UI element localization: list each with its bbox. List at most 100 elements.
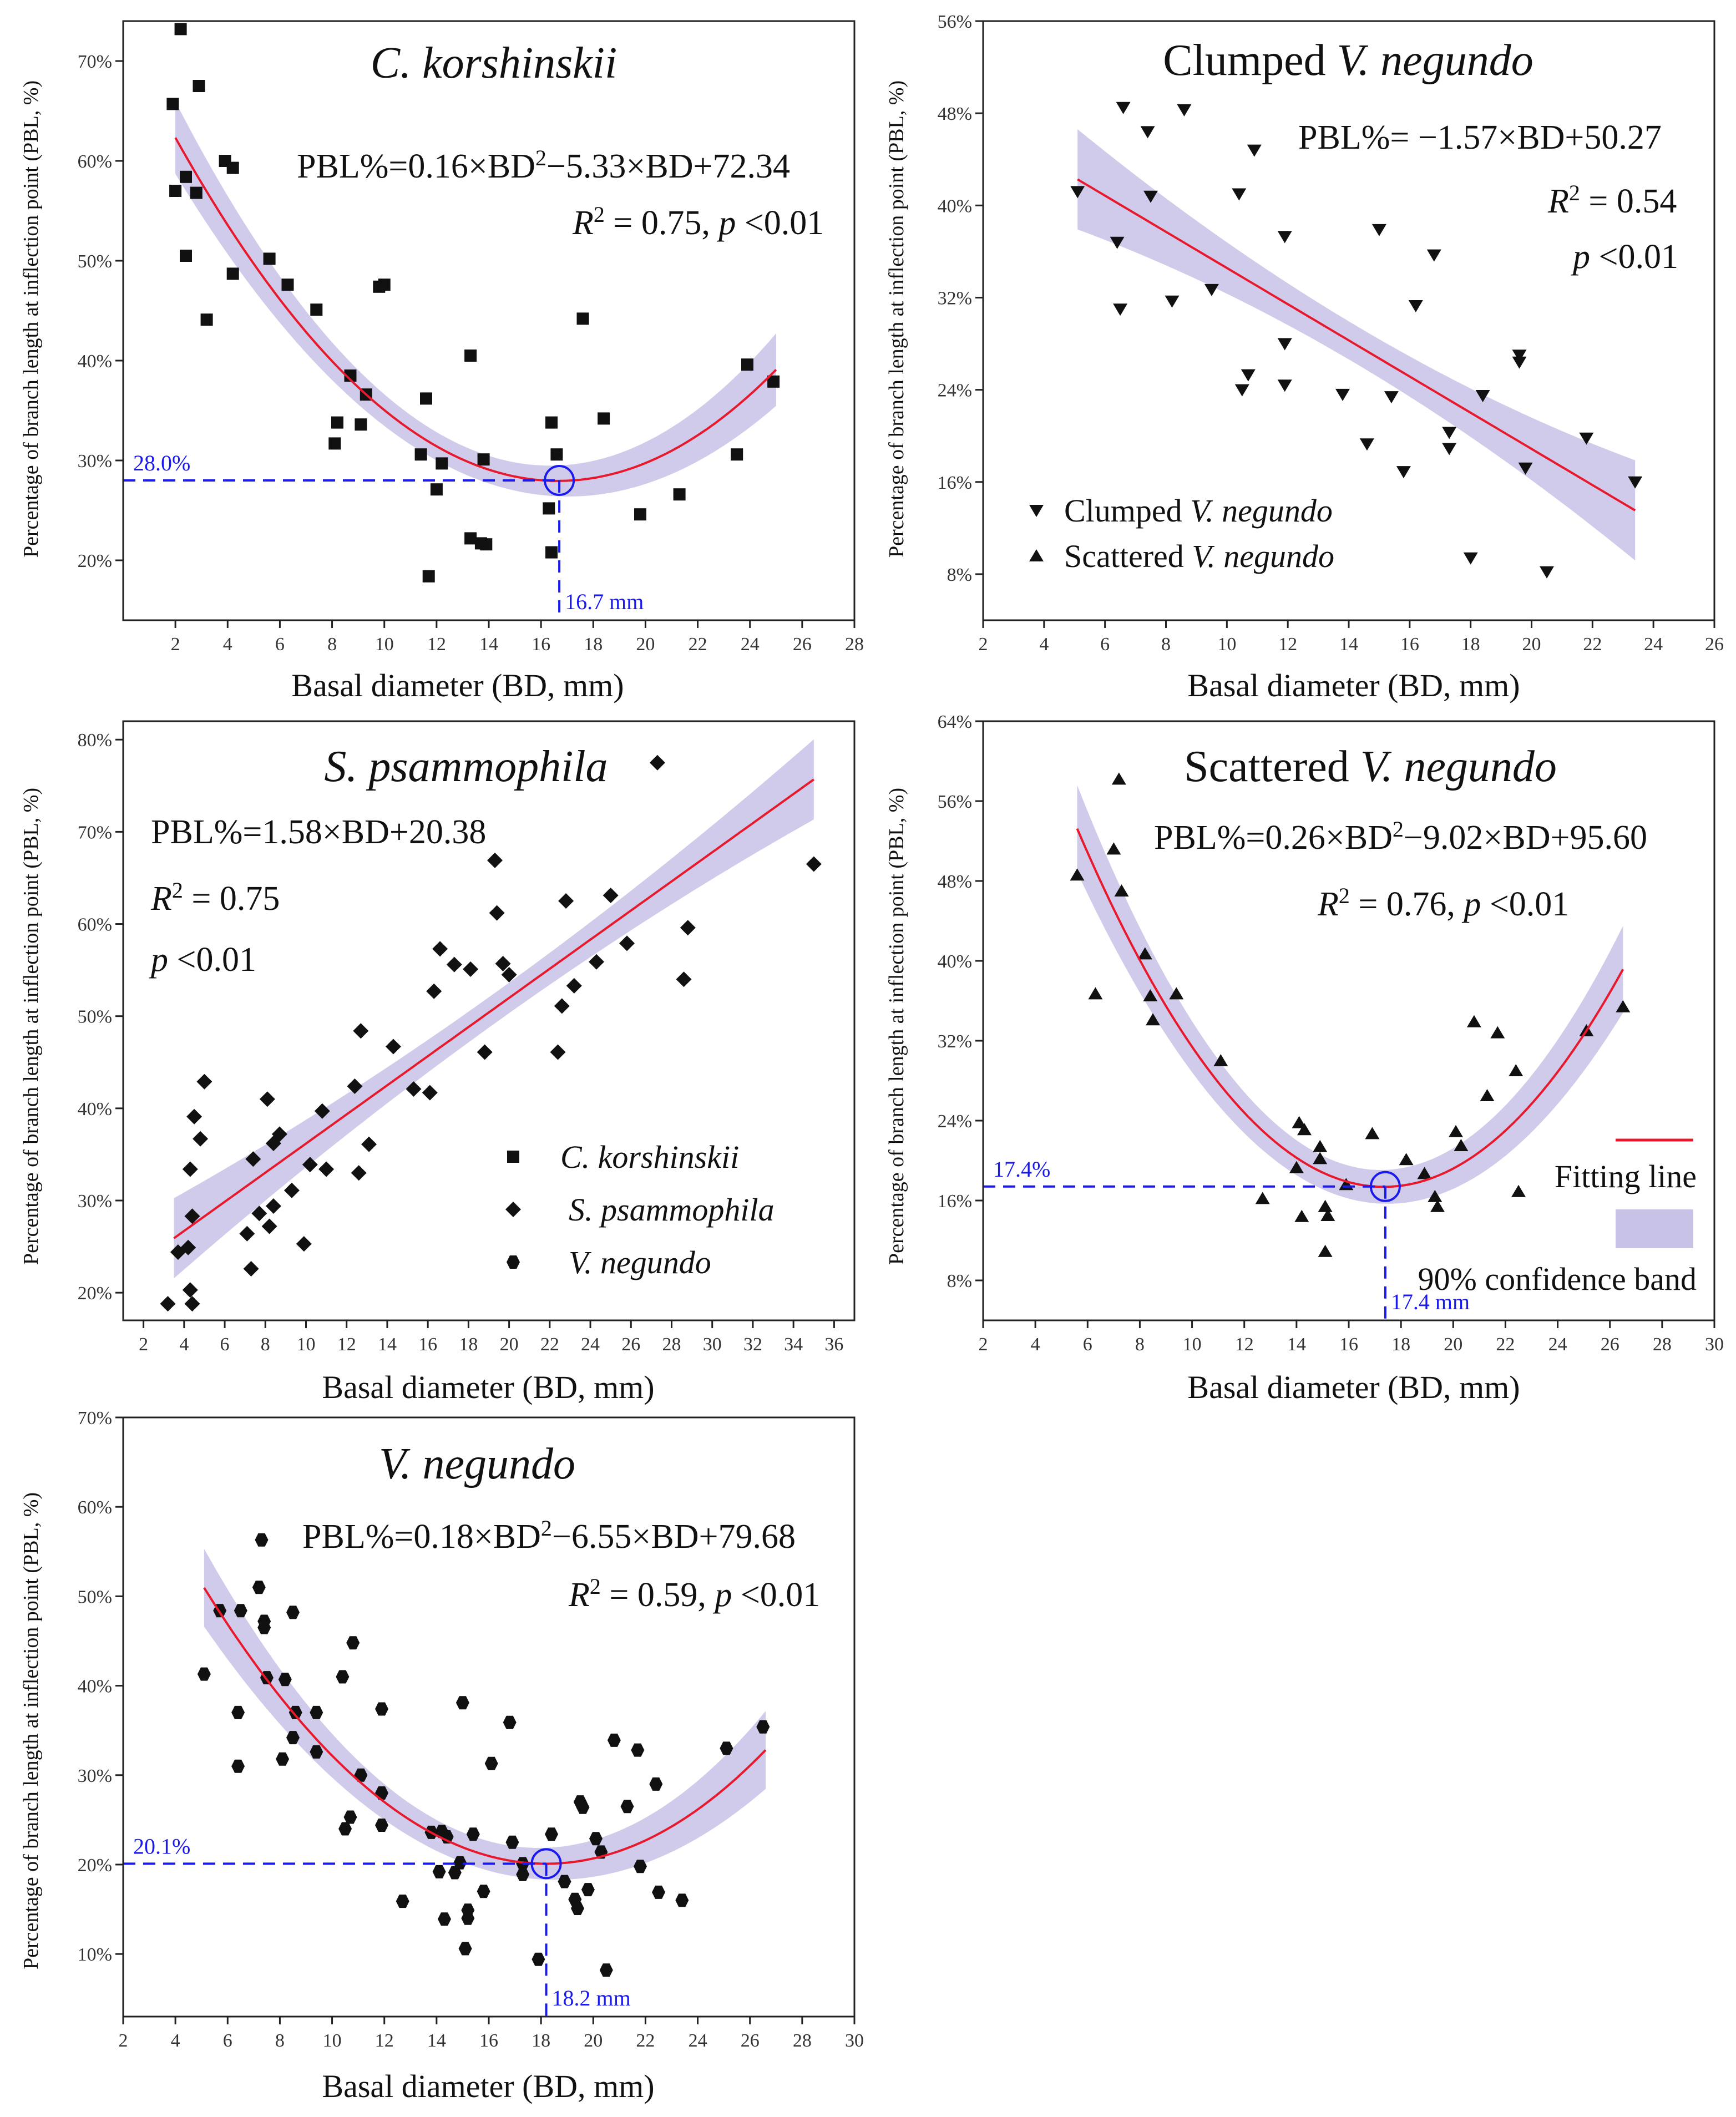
- x-tick-label: 6: [220, 1334, 230, 1355]
- data-point: [318, 1161, 335, 1177]
- x-tick-label: 28: [793, 2030, 812, 2051]
- data-point: [1408, 300, 1423, 312]
- x-axis-label: Basal diameter (BD, mm): [1187, 1369, 1520, 1405]
- y-tick-label: 56%: [938, 792, 972, 812]
- y-tick-label: 80%: [78, 730, 112, 751]
- data-point: [1384, 391, 1399, 404]
- data-point: [426, 983, 442, 999]
- x-tick-label: 14: [479, 634, 498, 655]
- x-tick-label: 10: [1217, 634, 1236, 655]
- x-tick-label: 16: [479, 2030, 498, 2051]
- data-point: [446, 956, 462, 973]
- plot-frame: [122, 720, 856, 1321]
- data-point: [1277, 338, 1292, 351]
- x-tick-label: 26: [621, 1334, 640, 1355]
- data-point: [1232, 188, 1247, 201]
- data-point: [231, 1705, 245, 1719]
- data-point: [193, 1131, 209, 1147]
- guide-y-label: 17.4%: [993, 1157, 1050, 1182]
- x-tick-label: 10: [323, 2030, 342, 2051]
- data-point: [545, 1827, 558, 1841]
- data-point: [1359, 438, 1374, 451]
- data-point: [599, 1963, 613, 1977]
- y-tick-label: 30%: [78, 1191, 112, 1212]
- data-point: [554, 998, 570, 1014]
- data-point: [1088, 987, 1103, 1000]
- data-point: [1255, 1192, 1270, 1204]
- data-point: [265, 1198, 281, 1214]
- data-point: [1371, 224, 1386, 236]
- data-point: [193, 80, 205, 92]
- x-tick-label: 10: [1183, 1334, 1202, 1355]
- legend-marker-scattered: [1029, 549, 1044, 561]
- y-axis-label: Percentage of branch length at inflectio…: [19, 80, 43, 558]
- x-tick-label: 8: [327, 634, 337, 655]
- y-tick-label: 40%: [78, 351, 112, 372]
- x-tick-label: 30: [703, 1334, 722, 1355]
- chart-title: C. korshinskii: [371, 39, 617, 88]
- y-tick-label: 60%: [78, 1497, 112, 1518]
- data-point: [1509, 1064, 1524, 1076]
- data-point: [631, 1743, 645, 1757]
- data-point: [1480, 1089, 1495, 1101]
- y-tick-label: 48%: [938, 104, 972, 124]
- fitting-line: [173, 778, 814, 1239]
- data-point: [346, 1636, 360, 1650]
- legend-label-c-korshinskii: C. korshinskii: [560, 1139, 739, 1175]
- x-tick-label: 12: [427, 634, 446, 655]
- data-point: [1512, 356, 1527, 369]
- data-point: [1365, 1127, 1380, 1139]
- legend-label-v-negundo: V. negundo: [569, 1244, 711, 1280]
- x-tick-label: 2: [171, 634, 180, 655]
- data-point: [310, 303, 323, 316]
- data-point: [361, 1136, 377, 1152]
- data-point: [174, 23, 187, 36]
- x-tick-label: 26: [741, 2030, 760, 2051]
- y-tick-label: 30%: [78, 1766, 112, 1786]
- data-point: [226, 161, 239, 174]
- x-tick-label: 22: [636, 2030, 655, 2051]
- x-tick-label: 10: [375, 634, 394, 655]
- guide-x-label: 18.2 mm: [552, 1986, 631, 2010]
- x-tick-label: 6: [223, 2030, 232, 2051]
- x-axis-label: Basal diameter (BD, mm): [322, 2068, 654, 2104]
- y-tick-label: 48%: [938, 872, 972, 892]
- data-point: [558, 893, 574, 909]
- legend: C. korshinskii S. psammophila V. negundo: [505, 1139, 775, 1280]
- x-tick-label: 34: [784, 1334, 803, 1355]
- legend-confidence-band-swatch: [1616, 1209, 1693, 1248]
- y-tick-label: 50%: [78, 1007, 112, 1027]
- y-tick-label: 70%: [78, 52, 112, 72]
- y-tick-label: 56%: [938, 12, 972, 32]
- x-tick-label: 12: [1278, 634, 1297, 655]
- y-tick-label: 8%: [947, 565, 972, 585]
- data-point: [196, 1073, 212, 1090]
- data-point: [422, 1085, 438, 1101]
- data-point: [263, 252, 276, 265]
- x-tick-label: 16: [532, 634, 550, 655]
- x-tick-label: 22: [1583, 634, 1602, 655]
- data-point: [436, 457, 448, 470]
- data-point: [182, 1161, 198, 1177]
- x-tick-label: 16: [418, 1334, 437, 1355]
- x-tick-label: 8: [1161, 634, 1171, 655]
- x-tick-label: 22: [1496, 1334, 1515, 1355]
- x-tick-label: 24: [581, 1334, 600, 1355]
- data-point: [649, 1777, 663, 1791]
- fitting-line: [174, 137, 777, 482]
- plot-frame: [122, 20, 856, 621]
- x-tick-label: 14: [1287, 1334, 1306, 1355]
- regression-equation: PBL%=1.58×BD+20.38: [151, 813, 486, 851]
- data-point: [284, 1182, 300, 1198]
- y-tick-label: 24%: [938, 381, 972, 401]
- data-point: [351, 1165, 367, 1181]
- y-tick-label: 40%: [938, 951, 972, 972]
- legend: Clumped V. negundo Scattered V. negundo: [1029, 493, 1334, 574]
- y-tick-label: 20%: [78, 1855, 112, 1876]
- y-tick-label: 32%: [938, 1031, 972, 1052]
- data-point: [741, 358, 753, 371]
- x-tick-label: 18: [532, 2030, 550, 2051]
- y-tick-label: 20%: [78, 551, 112, 571]
- regression-stats: R2 = 0.75, p <0.01: [572, 202, 824, 242]
- confidence-band: [1077, 785, 1623, 1204]
